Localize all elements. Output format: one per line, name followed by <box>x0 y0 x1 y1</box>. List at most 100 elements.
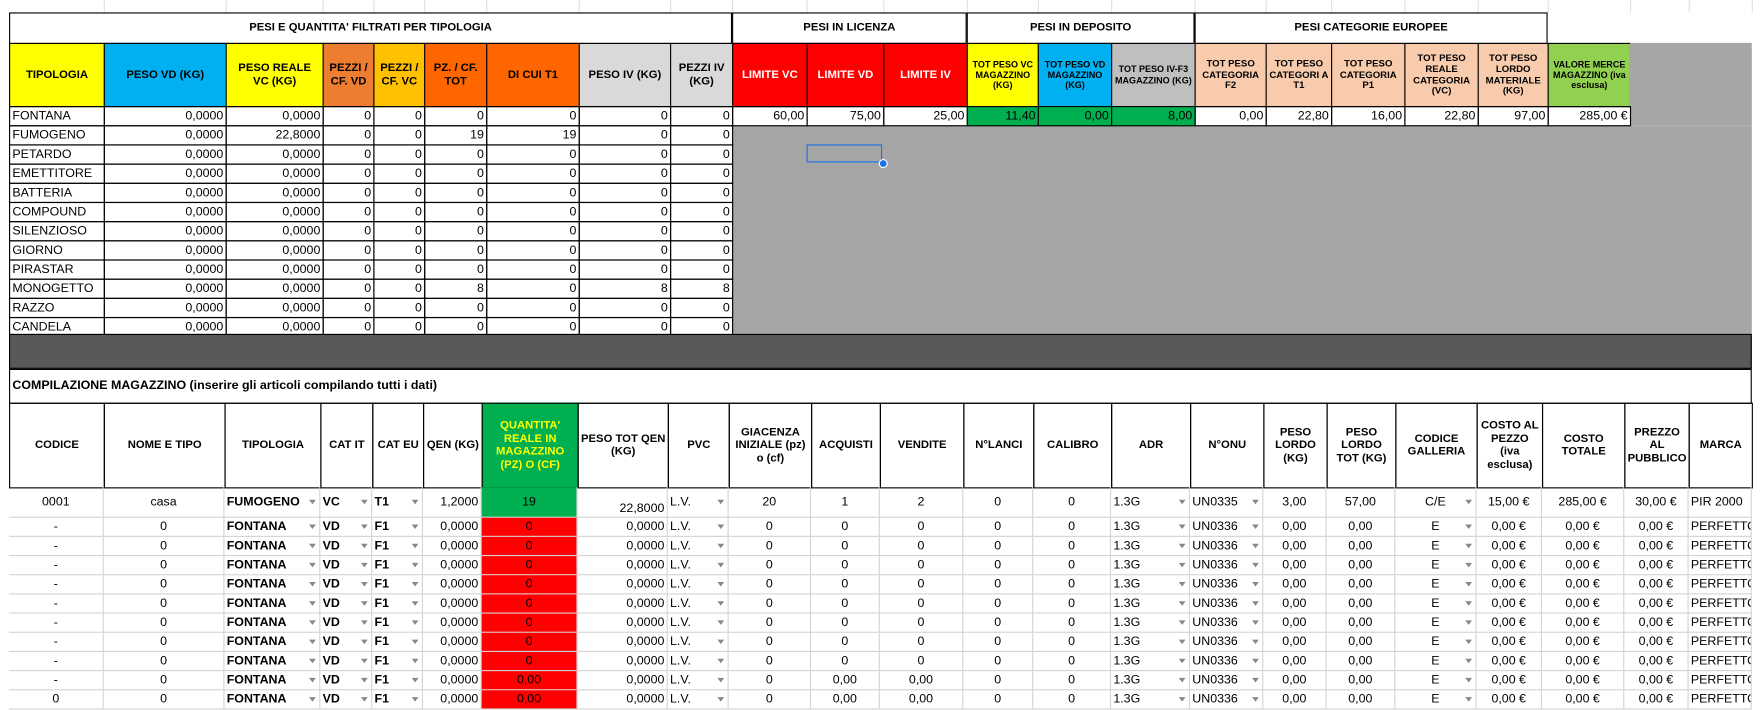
dropdown-arrow-icon[interactable] <box>411 620 419 625</box>
dropdown-arrow-icon[interactable] <box>309 601 316 606</box>
tipologia-cell[interactable]: FONTANA <box>9 106 105 127</box>
inventory-cell[interactable]: 1.3G <box>1111 632 1191 652</box>
inventory-cell[interactable]: 0,00 € <box>1476 536 1542 557</box>
summary-cell[interactable]: 0 <box>670 240 734 261</box>
inventory-cell[interactable]: casa <box>103 487 225 518</box>
dropdown-arrow-icon[interactable] <box>1178 697 1186 702</box>
inventory-cell[interactable]: 0 <box>963 575 1034 595</box>
inventory-cell[interactable]: F1 <box>372 671 423 691</box>
dropdown-arrow-icon[interactable] <box>360 601 368 606</box>
dropdown-arrow-icon[interactable] <box>717 524 725 530</box>
inventory-cell[interactable]: - <box>9 575 104 595</box>
inventory-cell[interactable]: 0,00 <box>1326 651 1396 672</box>
dropdown-arrow-icon[interactable] <box>1465 658 1473 664</box>
dropdown-arrow-icon[interactable] <box>1178 562 1186 568</box>
inventory-cell[interactable]: 1.3G <box>1111 671 1191 691</box>
inventory-cell[interactable]: 0,00 <box>1263 556 1327 576</box>
summary-cell[interactable]: 0,0000 <box>103 125 227 146</box>
inventory-cell[interactable]: 0,00 <box>1326 594 1396 614</box>
inventory-cell[interactable]: 0,0000 <box>423 632 482 652</box>
inventory-cell[interactable]: 285,00 € <box>1541 487 1625 518</box>
summary-cell[interactable]: 0 <box>322 278 375 299</box>
dropdown-arrow-icon[interactable] <box>1178 524 1186 530</box>
summary-cell[interactable]: 0 <box>578 297 672 319</box>
summary-cell[interactable]: 0 <box>670 106 734 127</box>
inventory-cell[interactable]: 0,00 € <box>1476 690 1542 710</box>
inventory-cell[interactable]: 1.3G <box>1111 517 1191 537</box>
inventory-cell[interactable]: 1.3G <box>1111 594 1191 614</box>
inventory-cell[interactable]: 0 <box>103 690 225 710</box>
inventory-cell[interactable]: PERFETTO <box>1688 556 1752 576</box>
inventory-cell[interactable]: F1 <box>372 632 423 652</box>
summary-cell[interactable]: 0,0000 <box>103 259 227 280</box>
summary-cell[interactable]: 0 <box>322 221 375 242</box>
tipologia-cell[interactable]: RAZZO <box>9 297 105 319</box>
inventory-cell[interactable]: UN0336 <box>1190 556 1264 576</box>
summary-cell[interactable]: 0 <box>373 125 426 146</box>
inventory-cell[interactable]: 1.3G <box>1111 556 1191 576</box>
dropdown-arrow-icon[interactable] <box>309 620 316 625</box>
inventory-cell[interactable]: UN0336 <box>1190 594 1264 614</box>
inventory-cell[interactable]: 0,00 <box>1263 575 1327 595</box>
inventory-cell[interactable]: 0,00 <box>1263 536 1327 557</box>
inventory-cell[interactable]: FONTANA <box>224 517 321 537</box>
inventory-cell[interactable]: 0 <box>481 556 578 576</box>
summary-cell[interactable]: 0 <box>322 259 375 280</box>
inventory-cell[interactable]: 0 <box>728 594 812 614</box>
inventory-cell[interactable]: 0 <box>1033 632 1112 652</box>
inventory-cell[interactable]: 0 <box>103 632 225 652</box>
totals-cell[interactable]: 22,80 <box>1265 106 1333 127</box>
summary-cell[interactable]: 0 <box>670 297 734 319</box>
dropdown-arrow-icon[interactable] <box>309 499 316 505</box>
summary-cell[interactable]: 0 <box>322 182 375 204</box>
totals-cell[interactable]: 285,00 € <box>1547 106 1632 127</box>
inventory-cell[interactable]: 22,8000 <box>577 487 668 518</box>
inventory-cell[interactable]: VD <box>320 556 373 576</box>
inventory-cell[interactable]: L.V. <box>667 690 729 710</box>
summary-cell[interactable]: 0 <box>322 106 375 127</box>
inventory-cell[interactable]: 0 <box>481 651 578 672</box>
inventory-cell[interactable]: 0,0000 <box>577 613 668 633</box>
inventory-cell[interactable]: 0 <box>1033 556 1112 576</box>
dropdown-arrow-icon[interactable] <box>1252 658 1259 664</box>
inventory-cell[interactable]: 0 <box>811 632 880 652</box>
summary-cell[interactable]: 0 <box>670 201 734 223</box>
inventory-cell[interactable]: 0,00 <box>1326 556 1396 576</box>
inventory-cell[interactable]: 0,00 € <box>1541 613 1625 633</box>
summary-cell[interactable]: 0 <box>670 259 734 280</box>
inventory-cell[interactable]: 0 <box>103 556 225 576</box>
totals-cell[interactable]: 22,80 <box>1404 106 1479 127</box>
inventory-cell[interactable]: 0 <box>728 536 812 557</box>
dropdown-arrow-icon[interactable] <box>1178 620 1186 625</box>
dropdown-arrow-icon[interactable] <box>717 620 725 625</box>
dropdown-arrow-icon[interactable] <box>717 499 725 505</box>
tipologia-cell[interactable]: MONOGETTO <box>9 278 105 299</box>
totals-cell[interactable]: 8,00 <box>1111 106 1196 127</box>
summary-cell[interactable]: 0 <box>486 163 580 184</box>
summary-cell[interactable]: 8 <box>424 278 488 299</box>
summary-cell[interactable]: 0 <box>424 221 488 242</box>
inventory-cell[interactable]: 0,0000 <box>423 690 482 710</box>
tipologia-cell[interactable]: PIRASTAR <box>9 259 105 280</box>
dropdown-arrow-icon[interactable] <box>1178 582 1186 587</box>
dropdown-arrow-icon[interactable] <box>360 499 368 505</box>
inventory-cell[interactable]: PERFETTO <box>1688 594 1752 614</box>
inventory-cell[interactable]: 1.3G <box>1111 690 1191 710</box>
dropdown-arrow-icon[interactable] <box>360 543 368 549</box>
summary-cell[interactable]: 0 <box>486 182 580 204</box>
dropdown-arrow-icon[interactable] <box>717 601 725 606</box>
summary-cell[interactable]: 0 <box>424 240 488 261</box>
inventory-cell[interactable]: 0 <box>103 613 225 633</box>
inventory-cell[interactable]: PERFETTO <box>1688 651 1752 672</box>
inventory-cell[interactable]: PIR 2000 <box>1688 487 1752 518</box>
inventory-cell[interactable]: 0,0000 <box>423 651 482 672</box>
dropdown-arrow-icon[interactable] <box>411 582 419 587</box>
inventory-cell[interactable]: 0,0000 <box>423 671 482 691</box>
inventory-cell[interactable]: 0,00 <box>1263 594 1327 614</box>
inventory-cell[interactable]: 0 <box>728 632 812 652</box>
summary-cell[interactable]: 0 <box>322 125 375 146</box>
inventory-cell[interactable]: 0,00 <box>1326 613 1396 633</box>
dropdown-arrow-icon[interactable] <box>1465 543 1473 549</box>
inventory-cell[interactable]: 0 <box>1033 594 1112 614</box>
dropdown-arrow-icon[interactable] <box>309 562 316 568</box>
